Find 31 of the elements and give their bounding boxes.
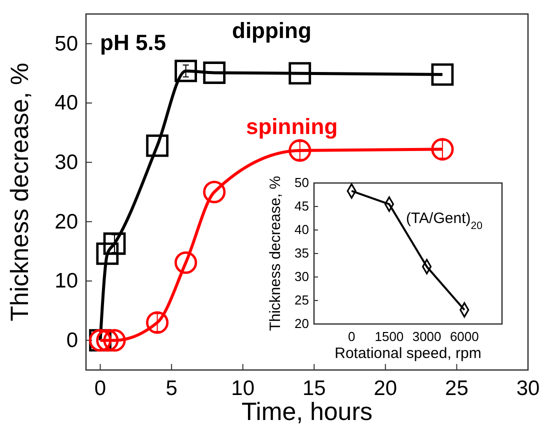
- x-tick-label: 0: [94, 376, 106, 400]
- x-tick-label: 10: [231, 376, 255, 400]
- y-tick-label: 40: [294, 222, 309, 238]
- x-axis-title: Rotational speed, rpm: [334, 345, 482, 362]
- y-tick-label: 40: [54, 92, 78, 115]
- y-tick-label: 50: [54, 32, 78, 56]
- x-tick-label: 15: [302, 376, 326, 400]
- x-axis-title: Time, hours: [241, 398, 373, 426]
- x-tick-label: 6000: [450, 329, 479, 344]
- y-axis-title: Thickness decrease, %: [6, 62, 34, 322]
- series-label: spinning: [246, 114, 338, 139]
- y-tick-label: 30: [54, 151, 78, 174]
- y-tick-label: 45: [294, 198, 309, 214]
- y-tick-label: 25: [294, 292, 309, 308]
- y-tick-label: 50: [294, 175, 309, 190]
- series-label: dipping: [232, 18, 312, 43]
- x-tick-label: 0: [348, 329, 356, 344]
- x-tick-label: 25: [445, 376, 468, 400]
- y-tick-label: 20: [294, 316, 309, 332]
- y-tick-label: 10: [54, 270, 78, 293]
- x-tick-label: 1500: [374, 329, 404, 344]
- y-tick-label: 20: [54, 210, 78, 234]
- x-tick-label: 30: [516, 376, 540, 400]
- x-tick-label: 3000: [412, 329, 442, 344]
- x-tick-label: 20: [374, 376, 398, 400]
- y-tick-label: 30: [294, 269, 309, 284]
- annotation: (TA/Gent)$_{20}$: [406, 210, 483, 232]
- y-tick-label: 35: [294, 246, 309, 261]
- annotation: pH 5.5: [100, 30, 166, 55]
- x-tick-label: 5: [166, 376, 178, 400]
- y-axis-title: Thickness decrease, %: [267, 176, 284, 332]
